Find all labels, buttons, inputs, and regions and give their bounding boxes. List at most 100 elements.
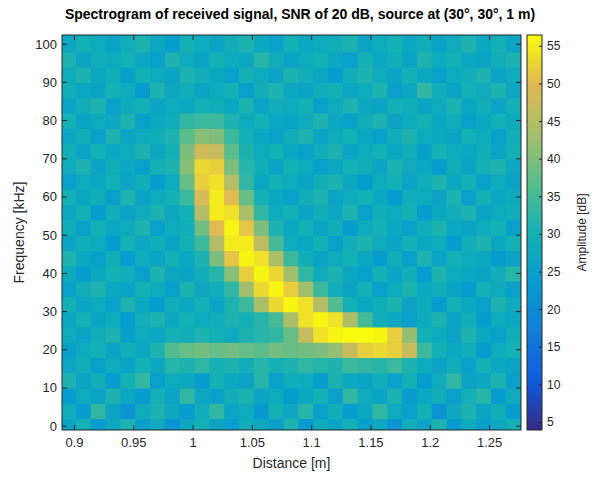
cell (120, 67, 135, 83)
colorbar-tick (539, 46, 542, 47)
cell (269, 235, 284, 251)
cell (476, 174, 491, 190)
cell (209, 67, 224, 83)
cell (298, 419, 313, 430)
cell (135, 189, 150, 205)
cell (62, 296, 77, 312)
cell (224, 403, 239, 419)
cell (298, 373, 313, 389)
cell (180, 296, 195, 312)
cell (283, 67, 298, 83)
cell (76, 266, 91, 282)
cell (343, 143, 358, 159)
cell (402, 342, 417, 358)
cell (209, 357, 224, 373)
cell (224, 143, 239, 159)
cell (195, 37, 210, 53)
cell (298, 296, 313, 312)
cell (358, 373, 373, 389)
cell (461, 143, 476, 159)
cell (461, 403, 476, 419)
cell (417, 250, 432, 266)
cell (447, 113, 462, 129)
cell (447, 205, 462, 221)
cell (506, 220, 521, 236)
cell (135, 373, 150, 389)
cell (165, 128, 180, 144)
cell (432, 342, 447, 358)
cell (491, 403, 506, 419)
cell (506, 37, 521, 53)
cell (62, 403, 77, 419)
cell (358, 220, 373, 236)
cell (269, 373, 284, 389)
x-tick (430, 425, 431, 430)
cell (417, 296, 432, 312)
cell (313, 128, 328, 144)
cell (313, 82, 328, 98)
colorbar-tick-label: 45 (547, 115, 561, 129)
cell (358, 281, 373, 297)
cell (283, 327, 298, 343)
cell (491, 235, 506, 251)
y-tick-label: 20 (43, 342, 57, 357)
cell (239, 235, 254, 251)
cell (283, 82, 298, 98)
x-tick (370, 425, 371, 430)
cell (283, 388, 298, 404)
cell (91, 159, 106, 175)
cell (298, 128, 313, 144)
cell (150, 37, 165, 53)
colorbar-tick-label: 55 (547, 39, 561, 53)
cell (269, 189, 284, 205)
y-tick-label: 90 (43, 75, 57, 90)
cell (135, 342, 150, 358)
cell (269, 205, 284, 221)
y-tick-label: 80 (43, 113, 57, 128)
x-tick-label: 1.25 (477, 435, 502, 450)
cell (209, 82, 224, 98)
cell (209, 143, 224, 159)
cells (62, 35, 521, 430)
cell (447, 342, 462, 358)
cell (447, 220, 462, 236)
cell (432, 205, 447, 221)
cell (239, 373, 254, 389)
x-tick (430, 35, 431, 40)
cell (76, 357, 91, 373)
cell (432, 312, 447, 328)
cell (135, 419, 150, 430)
cell (506, 388, 521, 404)
cell (447, 235, 462, 251)
cell (180, 342, 195, 358)
cell (165, 342, 180, 358)
cell (283, 403, 298, 419)
cell (180, 189, 195, 205)
cell (195, 250, 210, 266)
cell (165, 174, 180, 190)
cell (254, 357, 269, 373)
cell (402, 189, 417, 205)
cell (343, 113, 358, 129)
cell (165, 266, 180, 282)
cell (447, 37, 462, 53)
cell (254, 266, 269, 282)
cell (298, 235, 313, 251)
y-tick-label: 70 (43, 151, 57, 166)
cell (195, 342, 210, 358)
cell (283, 113, 298, 129)
cell (372, 312, 387, 328)
cell (506, 266, 521, 282)
cell (417, 312, 432, 328)
cell (283, 419, 298, 430)
cell (106, 143, 121, 159)
cell (328, 281, 343, 297)
cell (298, 189, 313, 205)
cell (283, 189, 298, 205)
cell (209, 327, 224, 343)
cell (76, 220, 91, 236)
cell (106, 373, 121, 389)
cell (135, 143, 150, 159)
cell (269, 220, 284, 236)
cell (106, 312, 121, 328)
